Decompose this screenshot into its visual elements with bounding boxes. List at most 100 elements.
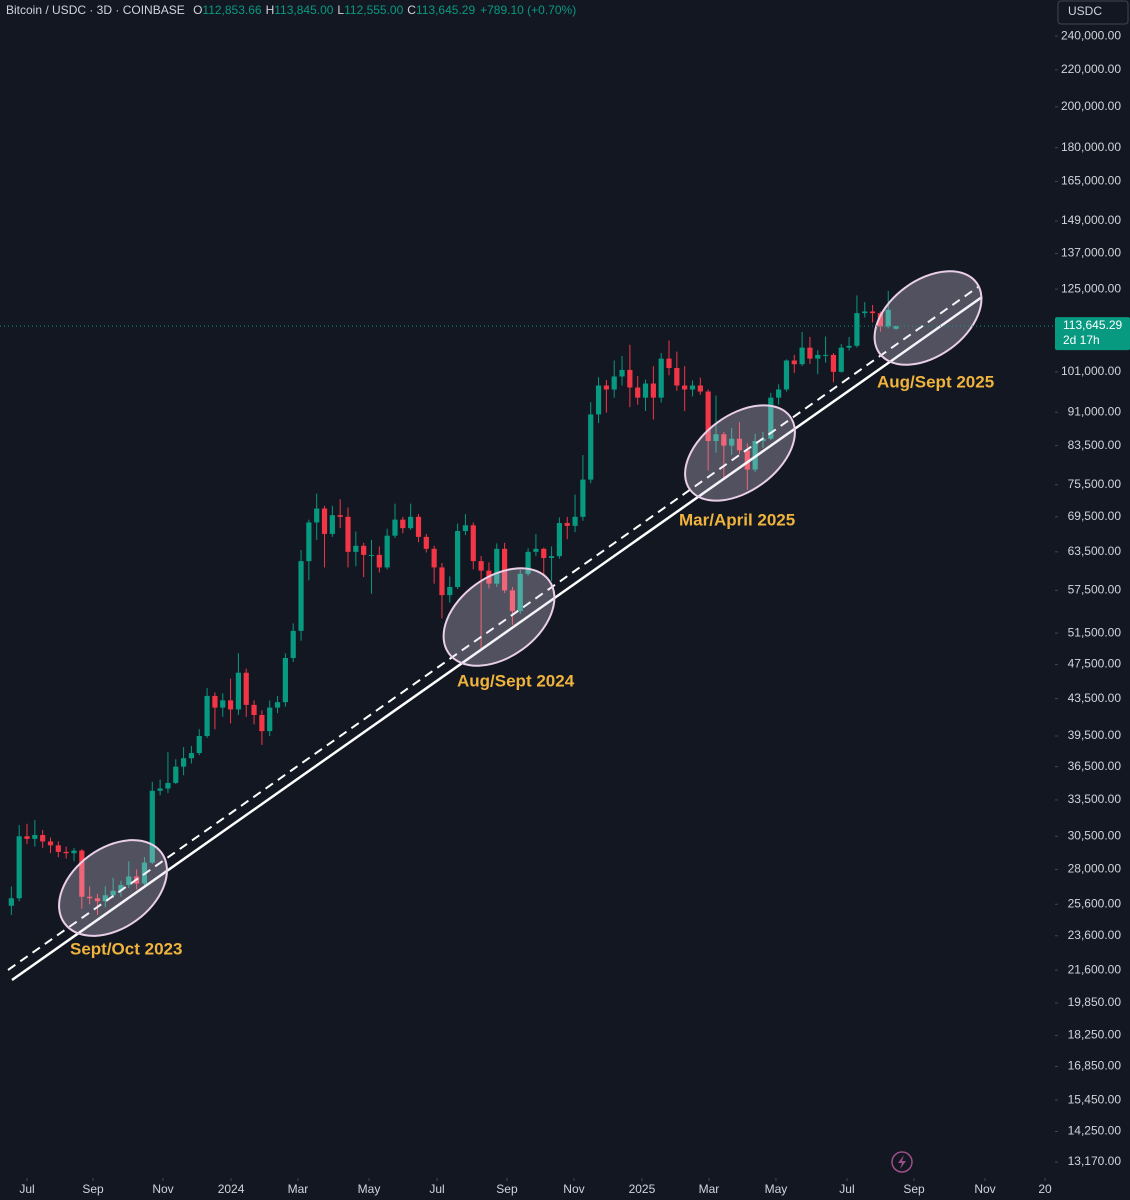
- candle-body: [235, 672, 242, 710]
- y-tick-label: 51,500.00: [1068, 625, 1122, 639]
- candle-body: [642, 383, 649, 398]
- y-tick-label: 43,500.00: [1068, 691, 1122, 705]
- y-tick-label: 13,170.00: [1068, 1154, 1122, 1168]
- highlight-ellipse: [873, 270, 983, 366]
- legend-value: 112,853.66: [202, 3, 261, 17]
- candle-body: [361, 545, 367, 555]
- y-tick-label: 16,850.00: [1068, 1059, 1122, 1073]
- y-tick-label: 137,000.00: [1061, 246, 1121, 260]
- candle-body: [165, 782, 171, 789]
- annotation: Aug/Sept 2025: [877, 372, 994, 391]
- annotation: Aug/Sept 2024: [457, 671, 575, 690]
- candle-body: [564, 523, 570, 526]
- candle-body: [298, 561, 304, 631]
- candle-body: [658, 358, 664, 398]
- countdown: 2d 17h: [1063, 333, 1100, 347]
- candle-body: [556, 523, 563, 557]
- legend-value: 113,845.00: [274, 3, 333, 17]
- y-tick-label: 91,000.00: [1068, 404, 1122, 418]
- trend-line-dashed: [7, 286, 979, 971]
- y-tick-label: 21,600.00: [1068, 962, 1122, 976]
- x-tick-label: Nov: [974, 1182, 995, 1196]
- y-tick-label: 18,250.00: [1068, 1028, 1122, 1042]
- candle-body: [321, 508, 328, 534]
- x-tick-label: 2025: [629, 1182, 656, 1196]
- candle-body: [666, 358, 672, 369]
- candle-body: [376, 554, 382, 568]
- candle-body: [274, 702, 281, 708]
- candle-body: [415, 516, 422, 537]
- x-tick-label: 2024: [218, 1182, 245, 1196]
- last-price-tag: [1055, 317, 1130, 351]
- x-tick-label: Nov: [152, 1182, 173, 1196]
- candle-body: [768, 397, 774, 439]
- candle-body: [815, 354, 821, 359]
- candle-body: [729, 438, 735, 446]
- candle-body: [682, 385, 688, 390]
- candle-body: [517, 573, 523, 612]
- candle-body: [470, 525, 476, 562]
- y-tick-label: 149,000.00: [1061, 213, 1121, 227]
- y-tick-label: 220,000.00: [1061, 62, 1121, 76]
- candle-body: [110, 890, 116, 896]
- candle-body: [40, 835, 46, 842]
- currency: USDC: [1068, 4, 1102, 18]
- y-tick-label: 14,250.00: [1068, 1124, 1122, 1138]
- candle-body: [830, 354, 837, 372]
- candle-body: [431, 548, 437, 568]
- candle-body: [862, 311, 868, 314]
- candle-body: [16, 836, 22, 899]
- y-tick-label: 30,500.00: [1068, 828, 1122, 842]
- candle-body: [400, 519, 406, 529]
- candle-body: [689, 385, 696, 390]
- annotation: Sept/Oct 2023: [70, 939, 182, 958]
- candle-body: [439, 567, 445, 596]
- candle-body: [267, 707, 273, 732]
- candle-body: [885, 309, 891, 327]
- x-tick-label: Sep: [496, 1182, 518, 1196]
- legend-value: 113,645.29: [416, 3, 475, 17]
- candle-body: [869, 311, 876, 314]
- y-tick-label: 15,450.00: [1068, 1092, 1122, 1106]
- y-tick-label: 63,500.00: [1068, 544, 1122, 558]
- candle-body: [635, 387, 641, 398]
- y-tick-label: 125,000.00: [1061, 281, 1121, 295]
- y-tick-label: 101,000.00: [1061, 364, 1121, 378]
- x-tick-label: 20: [1038, 1182, 1052, 1196]
- currency-box[interactable]: [1057, 0, 1129, 25]
- y-tick-label: 83,500.00: [1068, 438, 1122, 452]
- candle-body: [776, 389, 782, 398]
- candle-body: [893, 326, 899, 329]
- candle-body: [243, 672, 249, 705]
- candle-body: [580, 479, 586, 517]
- candle-body: [24, 836, 30, 839]
- candle-body: [627, 369, 633, 388]
- y-tick-label: 69,500.00: [1068, 509, 1122, 523]
- candle-body: [846, 345, 852, 348]
- candle-body: [807, 347, 813, 359]
- candle-body: [572, 516, 578, 526]
- candle-body: [157, 788, 163, 791]
- icon-bolt: [898, 1155, 906, 1169]
- x-tick-label: Jul: [19, 1182, 34, 1196]
- legend-key: C: [407, 3, 416, 17]
- icon[interactable]: [891, 1151, 913, 1173]
- candle-body: [196, 736, 202, 754]
- candle-body: [282, 657, 288, 703]
- candle-body: [8, 898, 14, 906]
- candle-body: [212, 695, 218, 708]
- candle-body: [47, 841, 54, 846]
- candle-body: [204, 695, 210, 737]
- y-tick-label: 33,500.00: [1068, 792, 1122, 806]
- candle-body: [71, 850, 77, 854]
- candle-body: [619, 369, 625, 377]
- y-tick-label: 200,000.00: [1061, 99, 1121, 113]
- candle-body: [32, 835, 38, 839]
- x-tick-label: Sep: [903, 1182, 925, 1196]
- y-tick-label: 75,500.00: [1068, 477, 1122, 491]
- symbol-legend: Bitcoin / USDC · 3D · COINBASE O112,853.…: [6, 3, 576, 17]
- candle-body: [306, 522, 312, 562]
- candle-body: [447, 586, 453, 596]
- candle-body: [494, 548, 500, 584]
- candle-body: [533, 548, 539, 552]
